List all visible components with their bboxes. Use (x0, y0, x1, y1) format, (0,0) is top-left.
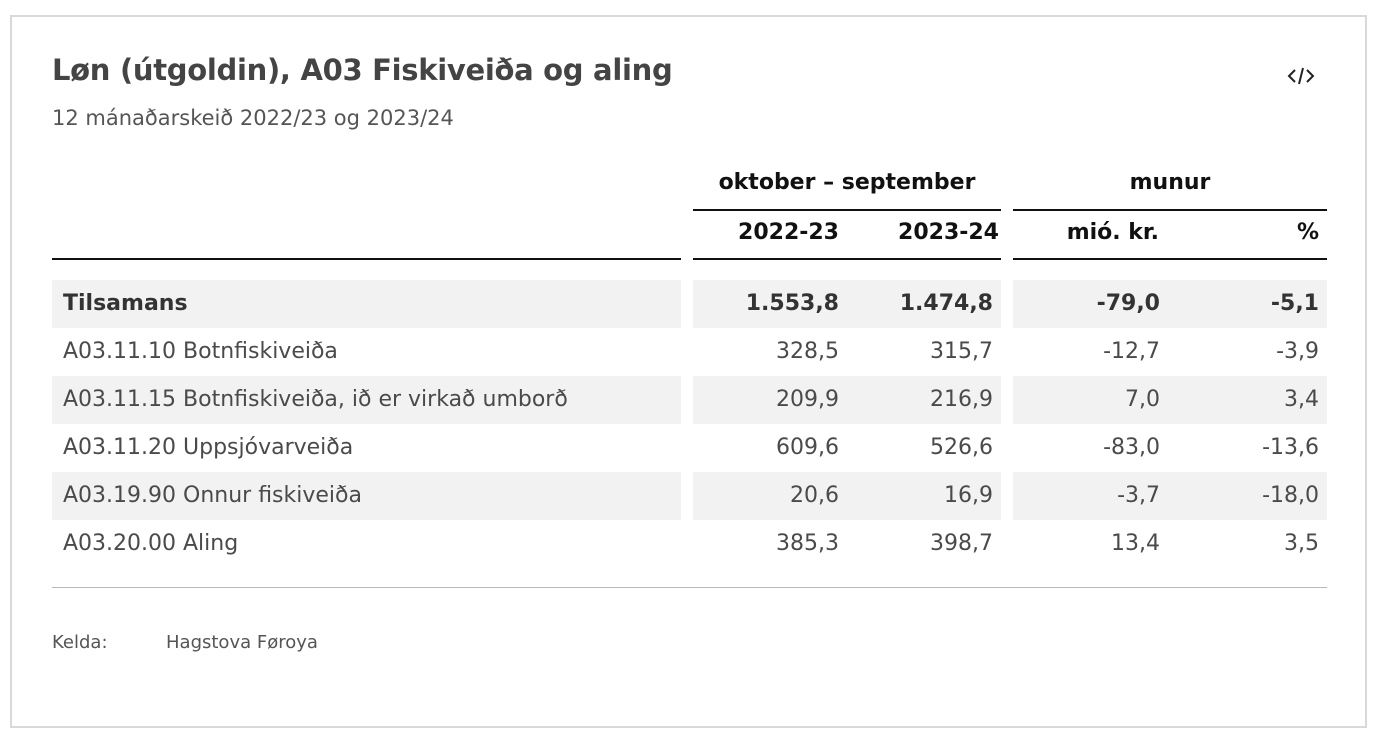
cell-diff-percent: -13,6 (1262, 435, 1319, 460)
code-embed-icon (1287, 67, 1315, 85)
table-row: A03.11.10 Botnfiskiveiða 328,5 315,7 -12… (52, 328, 1327, 376)
row-label: Tilsamans (52, 280, 681, 328)
group-header-difference: munur (1129, 170, 1211, 195)
row-label: A03.11.10 Botnfiskiveiða (63, 339, 338, 364)
cell-2022-23: 209,9 (693, 376, 847, 424)
cell-diff-percent: -5,1 (1168, 280, 1327, 328)
table-row: A03.20.00 Aling 385,3 398,7 13,4 3,5 (52, 520, 1327, 568)
cell-diff-mio-kr: -3,7 (1013, 472, 1168, 520)
embed-code-button[interactable] (1284, 61, 1318, 91)
column-header-percent: % (1296, 220, 1319, 245)
cell-2023-24: 16,9 (847, 472, 1001, 520)
cell-2023-24: 526,6 (930, 435, 993, 460)
row-label: A03.19.90 Onnur fiskiveiða (52, 472, 681, 520)
cell-2023-24: 216,9 (847, 376, 1001, 424)
chart-title: Løn (útgoldin), A03 Fiskiveiða og aling (52, 53, 673, 87)
cell-diff-percent: 3,4 (1168, 376, 1327, 424)
group-header-period: oktober – september (718, 170, 976, 195)
header-rule-period (693, 258, 1001, 260)
cell-2022-23: 1.553,8 (693, 280, 847, 328)
cell-2022-23: 609,6 (776, 435, 839, 460)
table-row-total: Tilsamans 1.553,8 1.474,8 -79,0 -5,1 (52, 280, 1327, 328)
cell-2023-24: 398,7 (930, 531, 993, 556)
table-row: A03.11.20 Uppsjóvarveiða 609,6 526,6 -83… (52, 424, 1327, 472)
column-header-2023-24: 2023-24 (898, 220, 999, 245)
cell-diff-percent: -3,9 (1276, 339, 1319, 364)
group-header-difference-rule (1013, 209, 1327, 211)
cell-diff-mio-kr: 13,4 (1111, 531, 1160, 556)
row-label: A03.20.00 Aling (63, 531, 239, 556)
cell-2022-23: 328,5 (776, 339, 839, 364)
row-label: A03.11.15 Botnfiskiveiða, ið er virkað u… (52, 376, 681, 424)
cell-diff-mio-kr: -83,0 (1103, 435, 1160, 460)
table-row: A03.19.90 Onnur fiskiveiða 20,6 16,9 -3,… (52, 472, 1327, 520)
cell-2022-23: 20,6 (693, 472, 847, 520)
cell-2022-23: 385,3 (776, 531, 839, 556)
table-row: A03.11.15 Botnfiskiveiða, ið er virkað u… (52, 376, 1327, 424)
cell-2023-24: 1.474,8 (847, 280, 1001, 328)
source-label: Kelda: (52, 632, 108, 653)
chart-container (10, 15, 1367, 728)
chart-subtitle: 12 mánaðarskeið 2022/23 og 2023/24 (52, 106, 454, 130)
cell-diff-percent: 3,5 (1284, 531, 1319, 556)
cell-diff-percent: -18,0 (1168, 472, 1327, 520)
cell-diff-mio-kr: -79,0 (1013, 280, 1168, 328)
table-bottom-rule (52, 587, 1327, 588)
row-label: A03.11.20 Uppsjóvarveiða (63, 435, 354, 460)
column-header-2022-23: 2022-23 (738, 220, 839, 245)
cell-2023-24: 315,7 (930, 339, 993, 364)
cell-diff-mio-kr: 7,0 (1013, 376, 1168, 424)
source-value: Hagstova Føroya (166, 632, 318, 653)
header-rule-label (52, 258, 681, 260)
cell-diff-mio-kr: -12,7 (1103, 339, 1160, 364)
column-header-mio-kr: mió. kr. (1066, 220, 1159, 245)
header-rule-difference (1013, 258, 1327, 260)
group-header-period-rule (693, 209, 1001, 211)
